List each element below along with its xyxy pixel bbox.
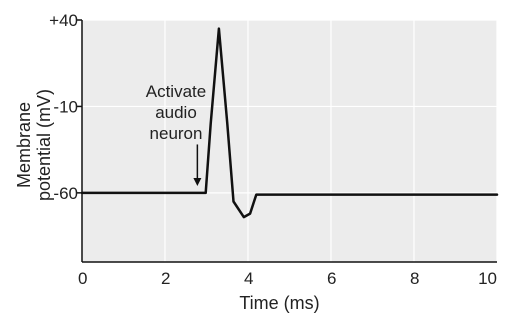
y-tick-label-0: +40	[49, 11, 78, 30]
x-tick-label-2: 4	[244, 269, 253, 288]
x-axis-label: Time (ms)	[239, 293, 319, 313]
y-tick-labels: +40 -10 -60	[49, 11, 82, 203]
annotation-line-2: audio	[155, 103, 197, 122]
annotation-line-1: Activate	[146, 82, 206, 101]
y-axis-label: Membrane potential (mV)	[14, 89, 54, 201]
y-tick-label-1: -10	[53, 97, 78, 116]
y-axis-label-line-2: potential (mV)	[34, 89, 54, 201]
x-tick-labels: 0 2 4 6 8 10	[78, 269, 497, 288]
annotation-line-3: neuron	[150, 124, 203, 143]
series-line	[80, 27, 499, 219]
annotation: Activate audio neuron	[146, 82, 206, 186]
y-tick-label-2: -60	[53, 184, 78, 203]
x-tick-label-4: 8	[410, 269, 419, 288]
x-tick-label-3: 6	[327, 269, 336, 288]
x-tick-label-0: 0	[78, 269, 87, 288]
plot-area	[82, 20, 497, 262]
annotation-arrowhead	[193, 177, 202, 186]
y-axis-label-line-1: Membrane	[14, 102, 34, 188]
x-tick-label-5: 10	[478, 269, 497, 288]
x-tick-label-1: 2	[161, 269, 170, 288]
axes	[81, 20, 497, 263]
